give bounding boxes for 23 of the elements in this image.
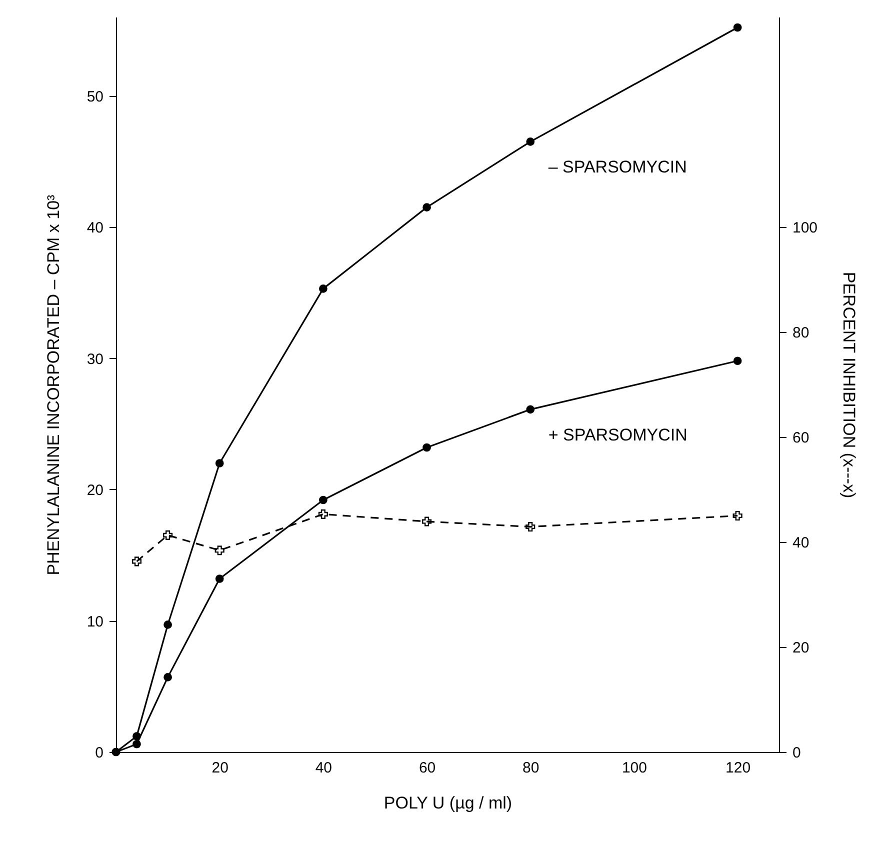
y-tick-label: 40 bbox=[86, 220, 104, 236]
y-axis-title: PHENYLALANINE INCORPORATED – CPM x 10³ bbox=[44, 194, 63, 576]
x-tick-label: 100 bbox=[622, 760, 647, 776]
y-tick-label: 10 bbox=[86, 613, 104, 630]
series-label: – SPARSOMYCIN bbox=[548, 158, 687, 177]
y2-tick-label: 80 bbox=[792, 324, 810, 342]
y2-tick-label: 20 bbox=[792, 640, 810, 656]
y-tick-label: 50 bbox=[86, 88, 104, 106]
x-tick-label: 80 bbox=[522, 760, 540, 776]
x-tick-label: 20 bbox=[212, 760, 228, 776]
x-tick-label: 60 bbox=[418, 760, 436, 776]
y2-tick-label: 60 bbox=[792, 430, 810, 446]
y-tick-label: 0 bbox=[95, 744, 104, 762]
x-tick-label: 40 bbox=[315, 760, 332, 776]
y-tick-label: 20 bbox=[86, 482, 104, 499]
series-label: + SPARSOMYCIN bbox=[548, 425, 688, 444]
x-axis-title: POLY U (µg / ml) bbox=[384, 794, 512, 812]
y2-tick-label: 40 bbox=[792, 534, 810, 552]
x-tick-label: 120 bbox=[726, 760, 751, 776]
y2-tick-label: 100 bbox=[792, 220, 818, 236]
y2-axis-title: PERCENT INHIBITION (x---x) bbox=[840, 272, 859, 498]
y2-tick-label: 0 bbox=[792, 744, 801, 762]
y-tick-label: 30 bbox=[86, 350, 104, 368]
